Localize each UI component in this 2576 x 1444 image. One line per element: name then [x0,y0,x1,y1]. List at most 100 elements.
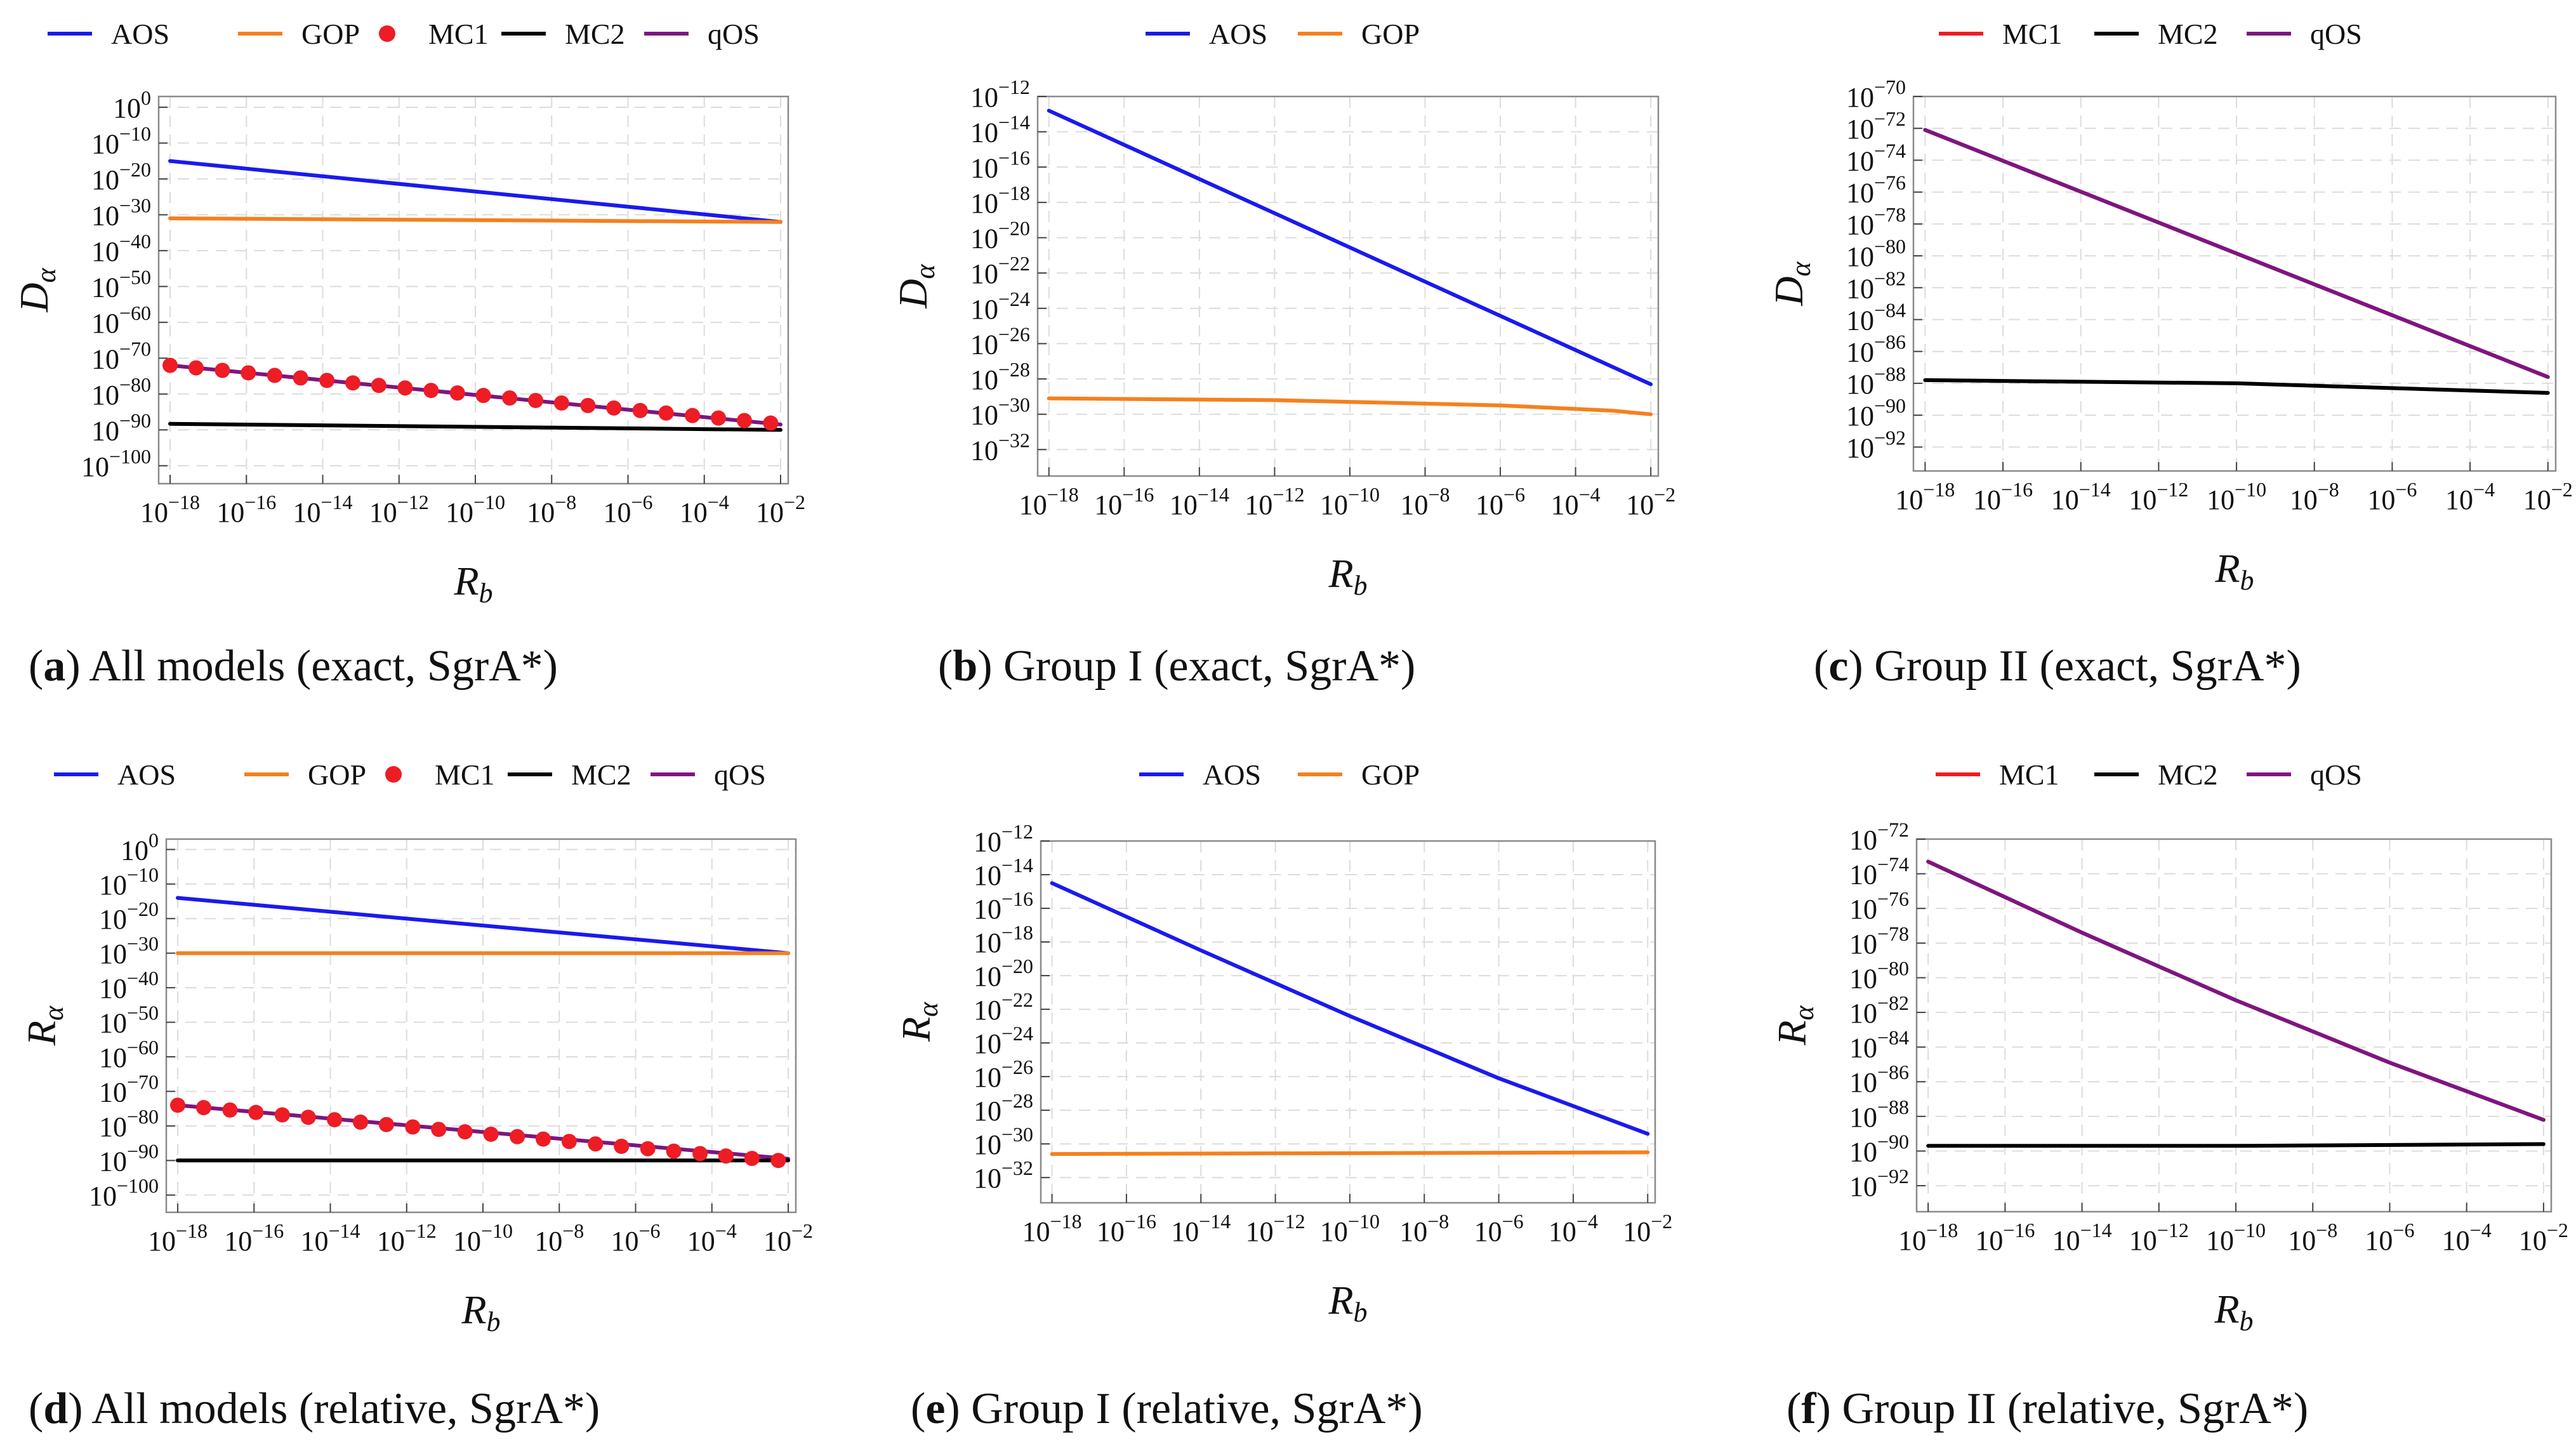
x-axis-label: Rb [1328,551,1367,601]
x-axis-label: Rb [2214,1287,2253,1337]
data-point-mc1 [736,413,752,428]
y-axis-label: Dα [11,267,62,312]
x-tick-label: 10−6 [611,1219,660,1257]
y-tick-label: 10−82 [1849,991,1909,1029]
y-tick-label: 100 [121,828,159,866]
data-point-mc1 [710,410,726,426]
x-tick-label: 10−8 [2290,478,2339,515]
data-point-mc1 [267,368,282,383]
y-tick-label: 10−90 [1846,394,1906,432]
data-point-mc1 [580,397,596,413]
data-point-mc1 [353,1114,369,1130]
y-tick-label: 10−74 [1846,139,1906,176]
series-aos-line [1050,881,1650,1136]
x-axis-label: Rb [461,1287,500,1337]
y-tick-label: 10−80 [91,373,151,411]
data-point-mc1 [561,1134,577,1149]
legend-label: MC2 [565,18,625,50]
x-tick-label: 10−4 [1551,483,1601,520]
legend-label: qOS [708,18,760,50]
x-tick-label: 10−16 [1097,1210,1156,1247]
chart-a: 10−18 10−16 10−14 10−12 10−10 10−8 10−6 10−4 10−… [11,18,805,609]
data-point-mc1 [614,1139,630,1155]
data-point-mc1 [397,380,413,396]
y-tick-label: 10−14 [970,111,1030,149]
x-tick-label: 10−12 [369,491,429,528]
plot-area [1041,841,1655,1203]
data-point-mc1 [327,1112,343,1128]
x-tick-label: 10−6 [2365,1219,2414,1256]
data-point-mc1 [770,1153,786,1169]
legend-item-mc1: MC1 [1939,18,2063,50]
x-tick-label: 10−16 [216,491,276,528]
legend: AOS GOP MC1 MC2 qOS [54,758,766,791]
y-tick-label: 10−10 [91,122,151,159]
data-point-mc1 [457,1124,473,1140]
data-point-mc1 [640,1141,656,1156]
x-tick-label: 10−10 [2206,1219,2266,1256]
y-tick-label: 10−18 [970,182,1030,219]
y-tick-label: 10−78 [1849,922,1909,960]
plot-frame [1912,95,2557,472]
caption-c: (c) Group II (exact, SgrA*) [1814,642,2301,691]
series-mc2-line [1926,1142,2546,1148]
x-tick-label: 10−14 [2051,478,2111,515]
y-tick-label: 10−20 [91,158,151,195]
plot-frame [1040,840,1656,1204]
y-tick-label: 10−50 [91,265,151,303]
x-tick-label: 10−10 [1320,1210,1380,1247]
y-tick-label: 10−74 [1849,853,1909,891]
x-tick-label: 10−12 [2129,478,2188,515]
plot-area [1038,96,1658,476]
x-tick-label: 10−18 [1022,1210,1082,1247]
y-tick-label: 10−92 [1846,426,1906,463]
legend-item-gop: GOP [244,758,366,791]
y-tick-label: 10−82 [1846,267,1906,304]
x-tick-label: 10−8 [1399,1210,1449,1247]
data-point-mc1 [423,383,439,399]
y-tick-label: 10−14 [974,854,1033,891]
caption-b: (b) Group I (exact, SgrA*) [938,642,1416,691]
y-tick-label: 10−50 [99,1002,159,1039]
data-point-mc1 [162,357,178,373]
y-tick-label: 10−20 [99,898,159,935]
legend-label: AOS [1209,18,1267,50]
plot-frame [165,838,797,1214]
y-axis-label: Dα [890,263,941,308]
x-tick-label: 10−2 [2519,1219,2568,1256]
y-tick-label: 10−20 [974,955,1033,992]
x-tick-label: 10−10 [1320,483,1380,520]
series-mc2-line [168,421,783,432]
x-tick-label: 10−14 [2052,1219,2112,1256]
legend-item-mc2: MC2 [2094,18,2218,50]
y-tick-label: 10−20 [970,217,1030,255]
y-tick-label: 10−28 [970,358,1030,395]
data-point-mc1 [188,360,204,376]
x-tick-label: 10−14 [1170,483,1229,520]
legend-label: qOS [714,758,766,791]
y-tick-label: 10−32 [974,1156,1033,1194]
legend-item-mc1: MC1 [379,18,489,50]
x-tick-label: 10−18 [140,491,200,528]
x-axis-label: Rb [453,559,492,609]
series-aos-line [176,896,790,955]
x-tick-label: 10−18 [1895,478,1955,515]
legend-item-aos: AOS [48,18,169,50]
legend-label: MC1 [1999,758,2059,791]
y-tick-label: 10−100 [89,1174,159,1212]
x-tick-label: 10−16 [224,1219,284,1257]
y-axis-label: Rα [1769,1005,1820,1046]
series-aos-line [1047,109,1653,387]
legend-item-mc2: MC2 [2094,758,2218,791]
y-tick-label: 10−24 [974,1022,1033,1059]
plot-area [159,96,788,484]
x-tick-label: 10−18 [1898,1219,1958,1256]
legend-item-aos: AOS [1146,18,1267,50]
data-point-mc1 [222,1102,238,1118]
legend-item-gop: GOP [238,18,360,50]
chart-e: 10−18 10−16 10−14 10−12 10−10 10−8 10−6 10−4 10−… [894,758,1672,1328]
legend-label: MC2 [571,758,631,791]
series-aos-line [168,159,783,224]
x-tick-label: 10−18 [148,1219,208,1257]
x-tick-label: 10−12 [1245,483,1304,520]
